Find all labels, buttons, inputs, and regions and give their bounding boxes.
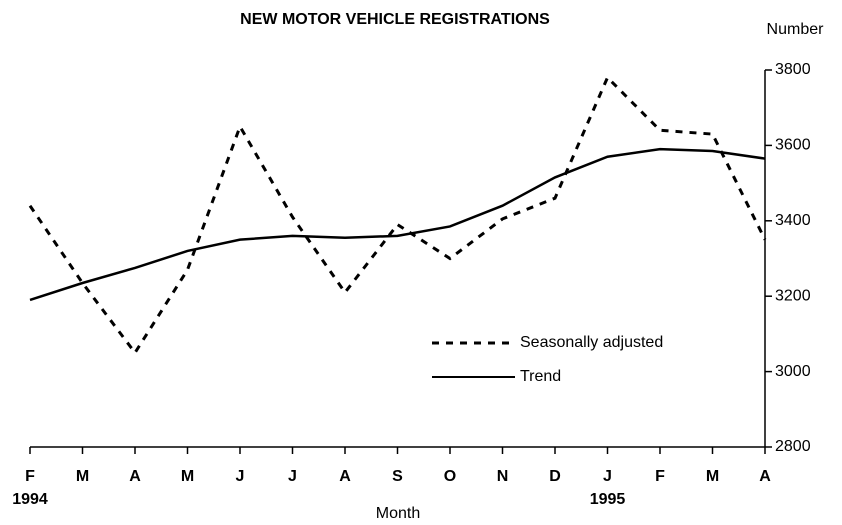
legend-label: Seasonally adjusted [520,334,663,351]
x-tick-label: A [129,468,141,485]
x-tick-label: A [339,468,351,485]
y-tick-label: 3000 [775,363,811,380]
y-tick-label: 3600 [775,137,811,154]
x-tick-label: J [236,468,245,485]
series-line [29,147,766,302]
year-label: 1995 [590,491,626,508]
x-tick-label: M [181,468,194,485]
y-tick-label: 3200 [775,287,811,304]
chart-title: NEW MOTOR VEHICLE REGISTRATIONS [240,11,550,28]
series-line [28,74,767,356]
x-tick-label: J [288,468,297,485]
y-tick-label: 3800 [775,61,811,78]
x-tick-label: A [759,468,771,485]
x-tick-label: D [549,468,561,485]
x-tick-label: J [603,468,612,485]
x-tick-label: M [706,468,719,485]
y-tick-label: 3400 [775,212,811,229]
x-tick-label: N [497,468,509,485]
year-label: 1994 [12,491,48,508]
y-tick-label: 2800 [775,438,811,455]
legend-label: Trend [520,368,561,385]
x-tick-label: M [76,468,89,485]
y-axis-label: Number [767,21,825,38]
x-tick-label: F [25,468,35,485]
x-axis-label: Month [376,505,420,522]
x-tick-label: S [392,468,403,485]
x-tick-label: F [655,468,665,485]
x-tick-label: O [444,468,456,485]
